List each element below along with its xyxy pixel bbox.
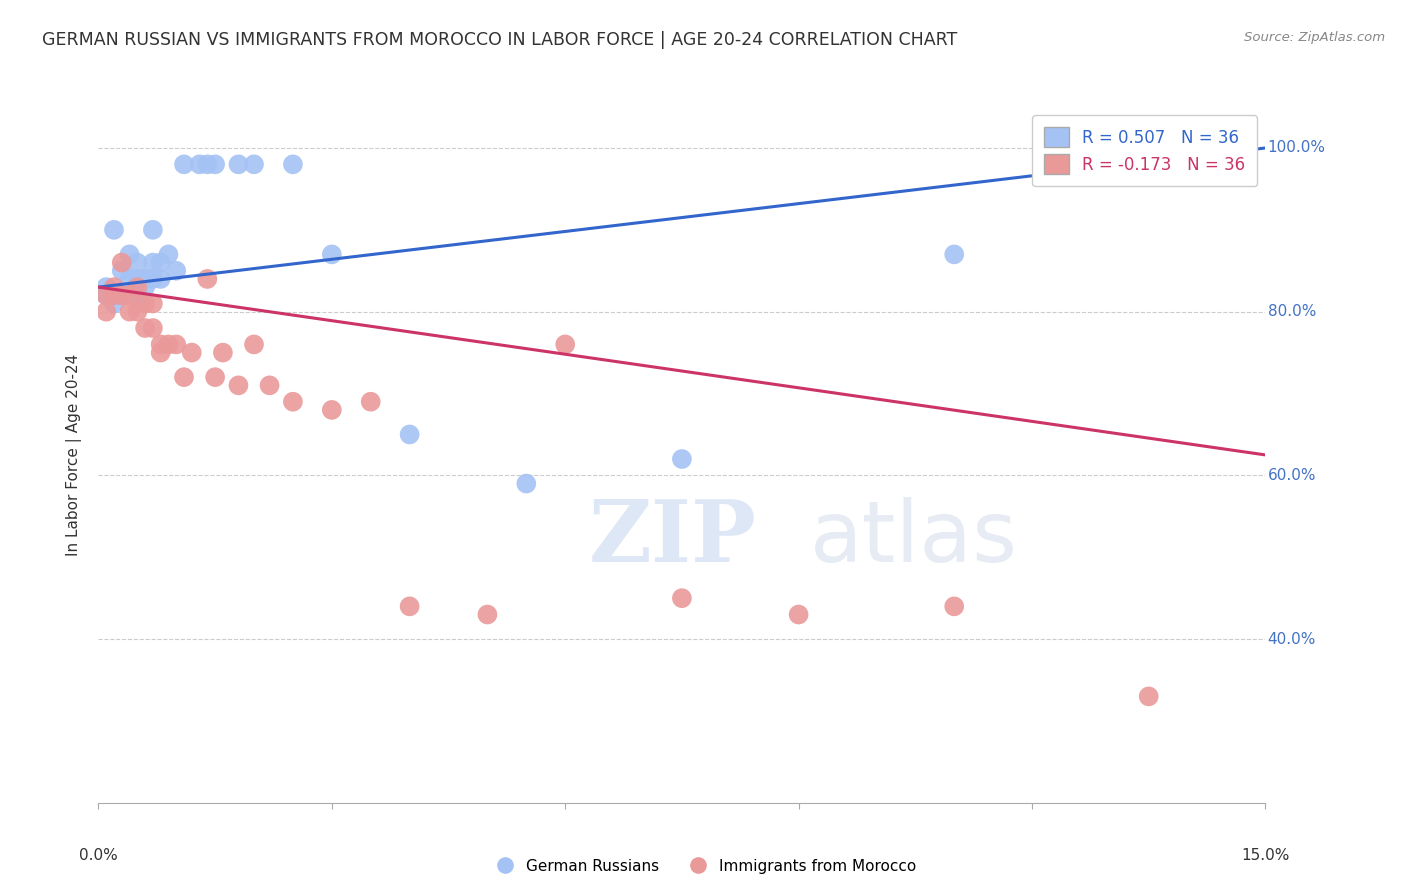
Point bbox=[118, 288, 141, 302]
Point bbox=[118, 288, 141, 302]
Point bbox=[228, 378, 250, 392]
Point bbox=[165, 264, 187, 278]
Point bbox=[118, 304, 141, 318]
Point bbox=[111, 255, 134, 269]
Point bbox=[195, 157, 218, 171]
Point bbox=[142, 321, 165, 335]
Point bbox=[149, 255, 172, 269]
Point bbox=[127, 280, 149, 294]
Point bbox=[127, 255, 149, 269]
Text: 80.0%: 80.0% bbox=[1268, 304, 1316, 319]
Point bbox=[157, 247, 180, 261]
Point bbox=[149, 272, 172, 286]
Point bbox=[204, 157, 226, 171]
Point bbox=[360, 394, 382, 409]
Point bbox=[671, 452, 693, 467]
Legend: German Russians, Immigrants from Morocco: German Russians, Immigrants from Morocco bbox=[484, 853, 922, 880]
Point bbox=[134, 280, 156, 294]
Point bbox=[943, 599, 966, 614]
Point bbox=[111, 264, 134, 278]
Text: 0.0%: 0.0% bbox=[79, 847, 118, 863]
Point bbox=[281, 157, 304, 171]
Point bbox=[281, 394, 304, 409]
Point bbox=[96, 288, 118, 302]
Point bbox=[554, 337, 576, 351]
Point bbox=[943, 247, 966, 261]
Point bbox=[118, 272, 141, 286]
Point bbox=[127, 272, 149, 286]
Point bbox=[134, 321, 156, 335]
Point bbox=[127, 288, 149, 302]
Point bbox=[321, 247, 343, 261]
Point bbox=[149, 345, 172, 359]
Point bbox=[103, 296, 125, 310]
Text: 100.0%: 100.0% bbox=[1268, 140, 1326, 155]
Point bbox=[157, 337, 180, 351]
Point bbox=[96, 288, 118, 302]
Text: GERMAN RUSSIAN VS IMMIGRANTS FROM MOROCCO IN LABOR FORCE | AGE 20-24 CORRELATION: GERMAN RUSSIAN VS IMMIGRANTS FROM MOROCC… bbox=[42, 31, 957, 49]
Point bbox=[142, 296, 165, 310]
Point bbox=[787, 607, 810, 622]
Point bbox=[321, 403, 343, 417]
Point bbox=[134, 272, 156, 286]
Point bbox=[398, 427, 420, 442]
Point bbox=[212, 345, 235, 359]
Legend: R = 0.507   N = 36, R = -0.173   N = 36: R = 0.507 N = 36, R = -0.173 N = 36 bbox=[1032, 115, 1257, 186]
Point bbox=[173, 157, 195, 171]
Point bbox=[188, 157, 211, 171]
Point bbox=[204, 370, 226, 384]
Text: 40.0%: 40.0% bbox=[1268, 632, 1316, 647]
Point bbox=[103, 288, 125, 302]
Point bbox=[515, 476, 537, 491]
Point bbox=[398, 599, 420, 614]
Point bbox=[149, 337, 172, 351]
Point bbox=[118, 247, 141, 261]
Point bbox=[96, 280, 118, 294]
Point bbox=[243, 337, 266, 351]
Text: 60.0%: 60.0% bbox=[1268, 468, 1316, 483]
Point bbox=[96, 304, 118, 318]
Point bbox=[142, 272, 165, 286]
Text: atlas: atlas bbox=[810, 497, 1018, 580]
Point bbox=[103, 280, 125, 294]
Point bbox=[228, 157, 250, 171]
Point bbox=[134, 272, 156, 286]
Point bbox=[477, 607, 499, 622]
Y-axis label: In Labor Force | Age 20-24: In Labor Force | Age 20-24 bbox=[66, 354, 83, 556]
Point bbox=[127, 280, 149, 294]
Point bbox=[173, 370, 195, 384]
Point bbox=[134, 296, 156, 310]
Point bbox=[111, 288, 134, 302]
Point bbox=[142, 255, 165, 269]
Text: ZIP: ZIP bbox=[589, 497, 756, 581]
Point bbox=[243, 157, 266, 171]
Point bbox=[127, 304, 149, 318]
Text: Source: ZipAtlas.com: Source: ZipAtlas.com bbox=[1244, 31, 1385, 45]
Point bbox=[103, 223, 125, 237]
Point bbox=[165, 337, 187, 351]
Point bbox=[671, 591, 693, 606]
Point bbox=[111, 288, 134, 302]
Point bbox=[259, 378, 281, 392]
Point bbox=[142, 223, 165, 237]
Point bbox=[1137, 690, 1160, 704]
Point bbox=[111, 288, 134, 302]
Point bbox=[195, 272, 218, 286]
Point bbox=[180, 345, 202, 359]
Text: 15.0%: 15.0% bbox=[1241, 847, 1289, 863]
